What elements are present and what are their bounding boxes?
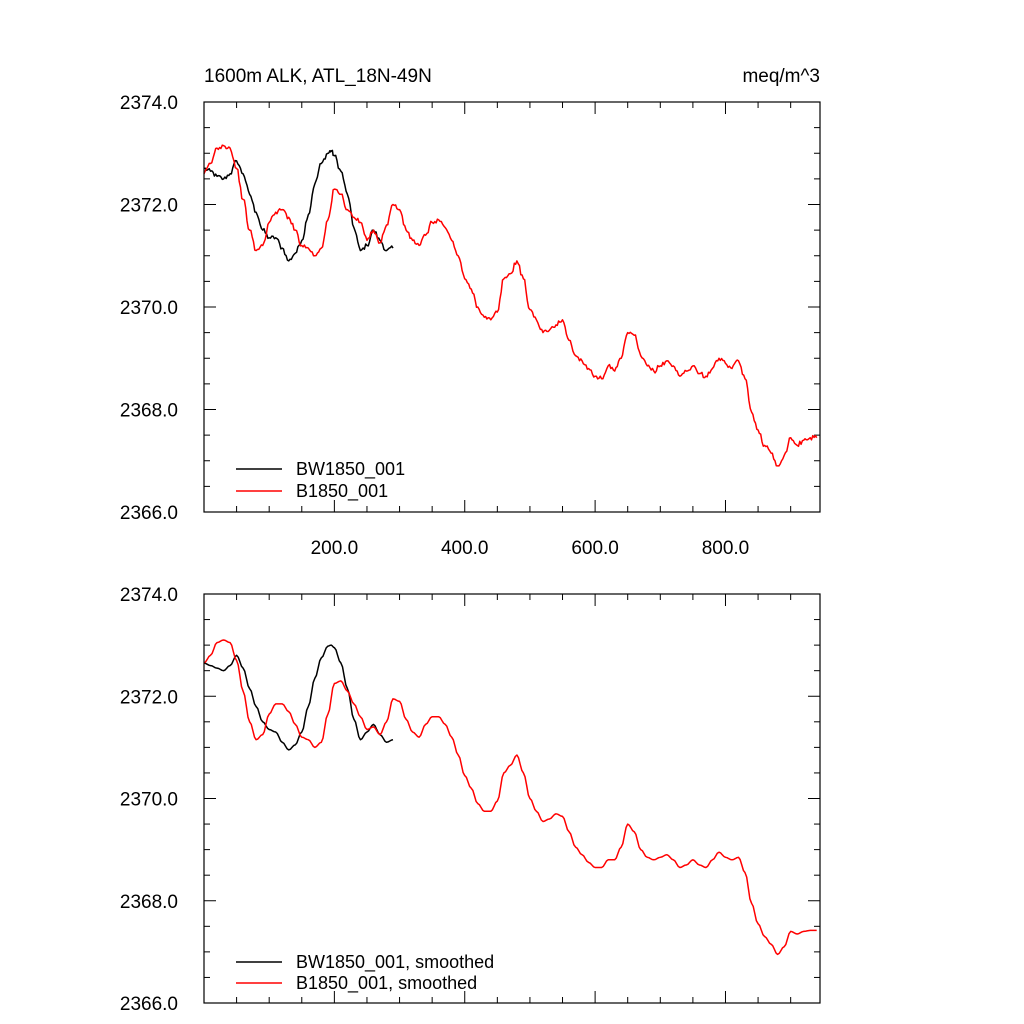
top-panel-y-tick-labels: 2366.0 2368.0 2370.0 2372.0 2374.0 [120,93,178,524]
top-panel-ticks [204,101,820,513]
bottom-panel-y-tick-labels: 2366.0 2368.0 2370.0 2372.0 2374.0 [120,585,178,1015]
top-panel-title: 1600m ALK, ATL_18N-49N [204,66,432,87]
top-panel-units: meq/m^3 [742,66,820,87]
bottom-panel-legend: BW1850_001, smoothed B1850_001, smoothed [236,952,494,994]
y-tick-label: 2374.0 [120,93,178,114]
series-line-bw1850-001-smoothed [203,644,394,751]
y-tick-label: 2372.0 [120,196,178,217]
bottom-panel-series [203,639,817,956]
legend-label-b1850-smoothed: B1850_001, smoothed [296,973,477,994]
top-panel-legend: BW1850_001 B1850_001 [236,459,405,502]
y-tick-label: 2374.0 [120,585,178,606]
legend-label-b1850: B1850_001 [296,481,388,502]
legend-label-bw1850-smoothed: BW1850_001, smoothed [296,952,494,973]
bottom-panel-frame [203,593,821,1004]
top-panel: 1600m ALK, ATL_18N-49N meq/m^3 2366.0236… [120,66,821,559]
x-tick-label: 600.0 [571,538,619,559]
bottom-panel-ticks [204,593,820,1004]
y-tick-label: 2372.0 [120,687,178,708]
x-tick-label: 400.0 [441,538,489,559]
top-panel-x-tick-labels: 200.0 400.0 600.0 800.0 [311,538,750,559]
y-tick-label: 2370.0 [120,298,178,319]
y-tick-label: 2368.0 [120,892,178,913]
y-tick-label: 2368.0 [120,401,178,422]
bottom-panel: 2366.0 2368.0 2370.0 2372.0 2374.0 BW1850_00… [120,585,821,1015]
y-tick-label: 2370.0 [120,790,178,811]
x-tick-label: 200.0 [311,538,359,559]
series-line-b1850-001-smoothed [203,639,817,956]
series-line-b1850-001 [203,144,818,467]
x-tick-label: 800.0 [702,538,750,559]
y-tick-label: 2366.0 [120,503,178,524]
series-line-bw1850-001 [203,149,394,262]
legend-label-bw1850: BW1850_001 [296,459,405,480]
top-panel-frame [203,101,821,513]
y-tick-label: 2366.0 [120,994,178,1015]
top-panel-series [203,144,818,467]
